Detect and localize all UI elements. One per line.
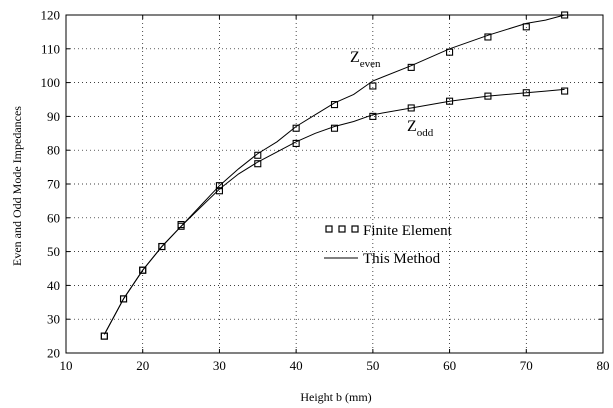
x-axis-label: Height b (mm) — [300, 390, 371, 404]
x-tick-label-80: 80 — [597, 358, 610, 373]
y-tick-label-80: 80 — [47, 143, 60, 158]
annotation-z-odd-sub: odd — [417, 127, 434, 139]
series-odd-finite-element-point-75 — [561, 87, 569, 95]
x-tick-label-20: 20 — [136, 358, 149, 373]
series-odd-finite-element-point-22.5 — [158, 242, 166, 251]
series-even-finite-element-point-65 — [484, 33, 492, 41]
y-tick-label-90: 90 — [47, 109, 60, 124]
y-tick-label-120: 120 — [41, 8, 61, 23]
x-tick-label-10: 10 — [60, 358, 73, 373]
series-odd-this-method-line — [103, 88, 565, 335]
x-tick-label-50: 50 — [366, 358, 379, 373]
y-axis-label: Even and Odd Mode Impedances — [10, 106, 24, 266]
annotation-z-even-main: Z — [350, 49, 360, 66]
y-tick-label-20: 20 — [47, 346, 60, 361]
series-odd-finite-element-point-30 — [215, 187, 223, 195]
series-even-this-method-line — [103, 14, 565, 335]
series-even-finite-element-point-50 — [369, 82, 377, 90]
legend-marker-finite-element — [325, 225, 359, 233]
x-tick-label-30: 30 — [213, 358, 226, 373]
x-tick-label-40: 40 — [290, 358, 303, 373]
y-tick-label-40: 40 — [47, 278, 60, 293]
x-tick-label-60: 60 — [443, 358, 456, 373]
series-even-finite-element-markers — [100, 11, 569, 340]
annotation-z-even-sub: even — [360, 58, 381, 70]
y-tick-label-60: 60 — [47, 210, 60, 225]
series-odd-finite-element-point-17.5 — [119, 295, 128, 303]
series-odd-finite-element-point-20 — [139, 266, 147, 274]
legend-label-this-method: This Method — [363, 251, 441, 267]
series-even-finite-element-point-70 — [522, 23, 530, 31]
x-tick-label-70: 70 — [520, 358, 533, 373]
series-odd-finite-element-point-45 — [330, 124, 339, 132]
series-layer — [100, 11, 569, 340]
y-tick-label-50: 50 — [47, 244, 60, 259]
grid — [66, 15, 603, 353]
y-tick-label-110: 110 — [41, 41, 60, 56]
y-tick-label-30: 30 — [47, 312, 60, 327]
annotation-z-odd-main: Z — [407, 118, 417, 135]
series-odd-finite-element-point-25 — [177, 222, 185, 230]
annotation-z-even: Zeven — [350, 49, 381, 70]
axis-ticks: 10 20 30 40 50 60 70 80203040506070809010011012… — [41, 8, 610, 374]
y-tick-label-70: 70 — [47, 177, 60, 192]
series-odd-finite-element-point-50 — [369, 112, 377, 120]
series-odd-finite-element-point-15 — [100, 332, 108, 340]
legend: Finite Element This Method — [324, 223, 453, 267]
series-odd-finite-element-markers — [100, 87, 569, 340]
series-even-finite-element-point-35 — [254, 151, 262, 159]
legend-label-finite-element: Finite Element — [363, 223, 453, 239]
annotation-z-odd: Zodd — [407, 118, 434, 139]
y-tick-label-100: 100 — [41, 75, 61, 90]
